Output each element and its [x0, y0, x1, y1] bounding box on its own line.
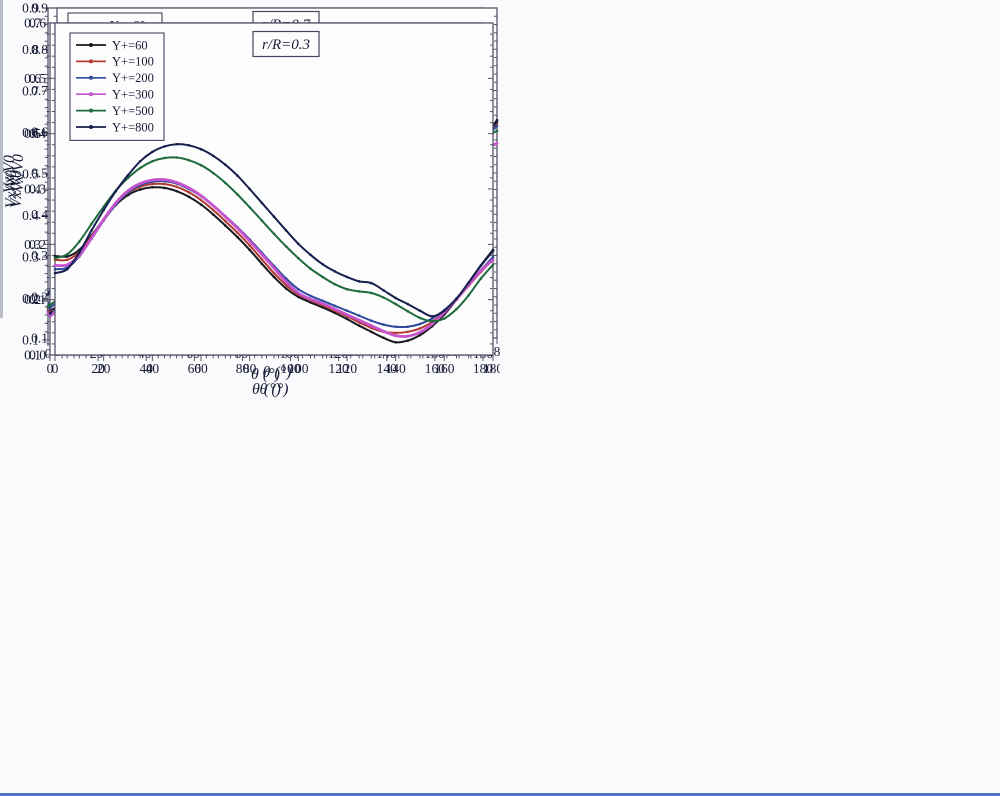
series-markers-Y+=500 — [53, 156, 495, 323]
y-tick-label: 0.3 — [22, 250, 39, 265]
legend-box — [69, 32, 165, 141]
chart-title-box — [252, 30, 320, 58]
y-tick-label: 0.5 — [24, 126, 41, 141]
y-axis-label: Vx/V0 — [8, 170, 25, 208]
x-axis-label: θ (°) — [251, 366, 280, 383]
x-tick-label: 60 — [188, 361, 202, 376]
legend-entry-Y+=60: Y+=60 — [76, 38, 148, 52]
x-axis-label: θ (°) — [260, 381, 289, 398]
x-tick-label: 80 — [236, 361, 250, 376]
y-tick-label: 0.8 — [31, 42, 48, 57]
y-tick-label: 0.2 — [29, 237, 46, 252]
y-tick-label: 0.0 — [29, 348, 46, 363]
y-tick-label: 0.7 — [31, 83, 48, 98]
x-tick-label: 0 — [45, 346, 52, 361]
y-tick-label: 0.6 — [31, 124, 48, 139]
x-tick-label: 180 — [483, 361, 500, 376]
series-markers-Y+=800 — [53, 142, 495, 318]
series-markers-Y+=300 — [53, 178, 495, 338]
y-tick-label: 0.9 — [31, 1, 48, 16]
x-axis-label: θ (°) — [263, 364, 292, 381]
y-tick-label: 0.1 — [24, 348, 41, 363]
y-tick-label: 0.1 — [31, 331, 48, 346]
legend-entry-Y+=100: Y+=100 — [76, 55, 154, 69]
legend-entry-Y+=200: Y+=200 — [76, 71, 154, 85]
legend-label: Y+=800 — [112, 120, 154, 134]
y-tick-label: 0.5 — [29, 71, 46, 86]
y-tick-label: 0.2 — [31, 289, 48, 304]
x-tick-label: 160 — [434, 361, 455, 376]
bottom-accent-bar — [0, 793, 1000, 796]
legend-marker-dot — [89, 43, 93, 47]
x-tick-label: 140 — [377, 361, 398, 376]
y-tick-label: 0.4 — [31, 207, 48, 222]
y-tick-label: 0.2 — [24, 292, 41, 307]
x-tick-label: 120 — [329, 361, 350, 376]
legend-entry-Y+=500: Y+=500 — [76, 104, 154, 118]
y-tick-label: 0.7 — [22, 84, 39, 99]
x-tick-label: 20 — [97, 361, 111, 376]
x-tick-label: 80 — [243, 361, 257, 376]
y-axis-label: Vx/V0 — [1, 155, 18, 193]
x-tick-label: 60 — [194, 361, 208, 376]
y-tick-label: 0.3 — [24, 237, 41, 252]
legend-label: Y+=300 — [112, 88, 154, 102]
y-tick-label: 0.3 — [29, 182, 46, 197]
y-tick-label: 0.4 — [22, 208, 39, 223]
chart-svg: 0 20 40 60 80 100 120 140 160 1800.00.10.20.30.40… — [8, 16, 503, 399]
legend-marker-dot — [89, 59, 93, 64]
x-tick-label: 40 — [139, 361, 153, 376]
x-tick-label: 100 — [280, 361, 301, 376]
y-tick-label: 0.9 — [22, 1, 39, 16]
legend-entry-Y+=300: Y+=300 — [76, 88, 154, 102]
y-tick-label: 0.6 — [24, 71, 41, 86]
y-tick-label: 0.2 — [22, 291, 39, 306]
legend-label: Y+=200 — [112, 71, 154, 85]
y-tick-label: 0.8 — [22, 42, 39, 57]
chart-panel-rR-0.3: 0 20 40 60 80 100 120 140 160 180 0.0 0.1 0.2 0.3 0.4 0… — [0, 0, 503, 399]
legend-marker-dot — [89, 75, 93, 80]
x-tick-label: 0 — [52, 361, 59, 376]
y-tick-label: 0.5 — [22, 167, 39, 182]
x-tick-label: 180 — [473, 361, 494, 376]
y-tick-label: 0.1 — [22, 333, 39, 348]
chart-title: r/R=0.3 — [262, 37, 310, 53]
y-tick-label: 0.3 — [31, 248, 48, 263]
x-axis-label: θ (°) — [252, 381, 281, 398]
x-tick-label: 20 — [91, 361, 105, 376]
x-tick-label: 120 — [337, 361, 358, 376]
y-axis-label: Vx/V0 — [3, 170, 20, 208]
y-tick-label: 0.4 — [24, 182, 41, 197]
series-markers-Y+=60 — [53, 186, 495, 344]
x-tick-label: 0 — [47, 361, 54, 376]
legend-marker-dot — [89, 92, 93, 97]
legend-marker-dot — [89, 125, 93, 129]
y-axis-label: Vx/V0 — [10, 154, 27, 192]
legend-label: Y+=60 — [112, 38, 148, 52]
x-tick-label: 100 — [288, 361, 309, 376]
y-tick-label: 0.6 — [29, 16, 46, 31]
legend-entry-Y+=800: Y+=800 — [76, 120, 154, 134]
x-tick-label: 40 — [146, 361, 160, 376]
legend-marker-dot — [89, 108, 93, 113]
y-tick-label: 0.4 — [29, 126, 46, 141]
x-tick-label: 140 — [386, 361, 407, 376]
y-tick-label: 0.1 — [29, 292, 46, 307]
y-tick-label: 0.7 — [24, 16, 41, 31]
screenshot-edge-artifact — [0, 0, 3, 318]
legend-label: Y+=500 — [112, 104, 154, 118]
y-tick-label: 0.5 — [31, 166, 48, 181]
legend-label: Y+=100 — [112, 55, 154, 69]
x-tick-label: 160 — [425, 361, 446, 376]
y-tick-label: 0.6 — [22, 125, 39, 140]
